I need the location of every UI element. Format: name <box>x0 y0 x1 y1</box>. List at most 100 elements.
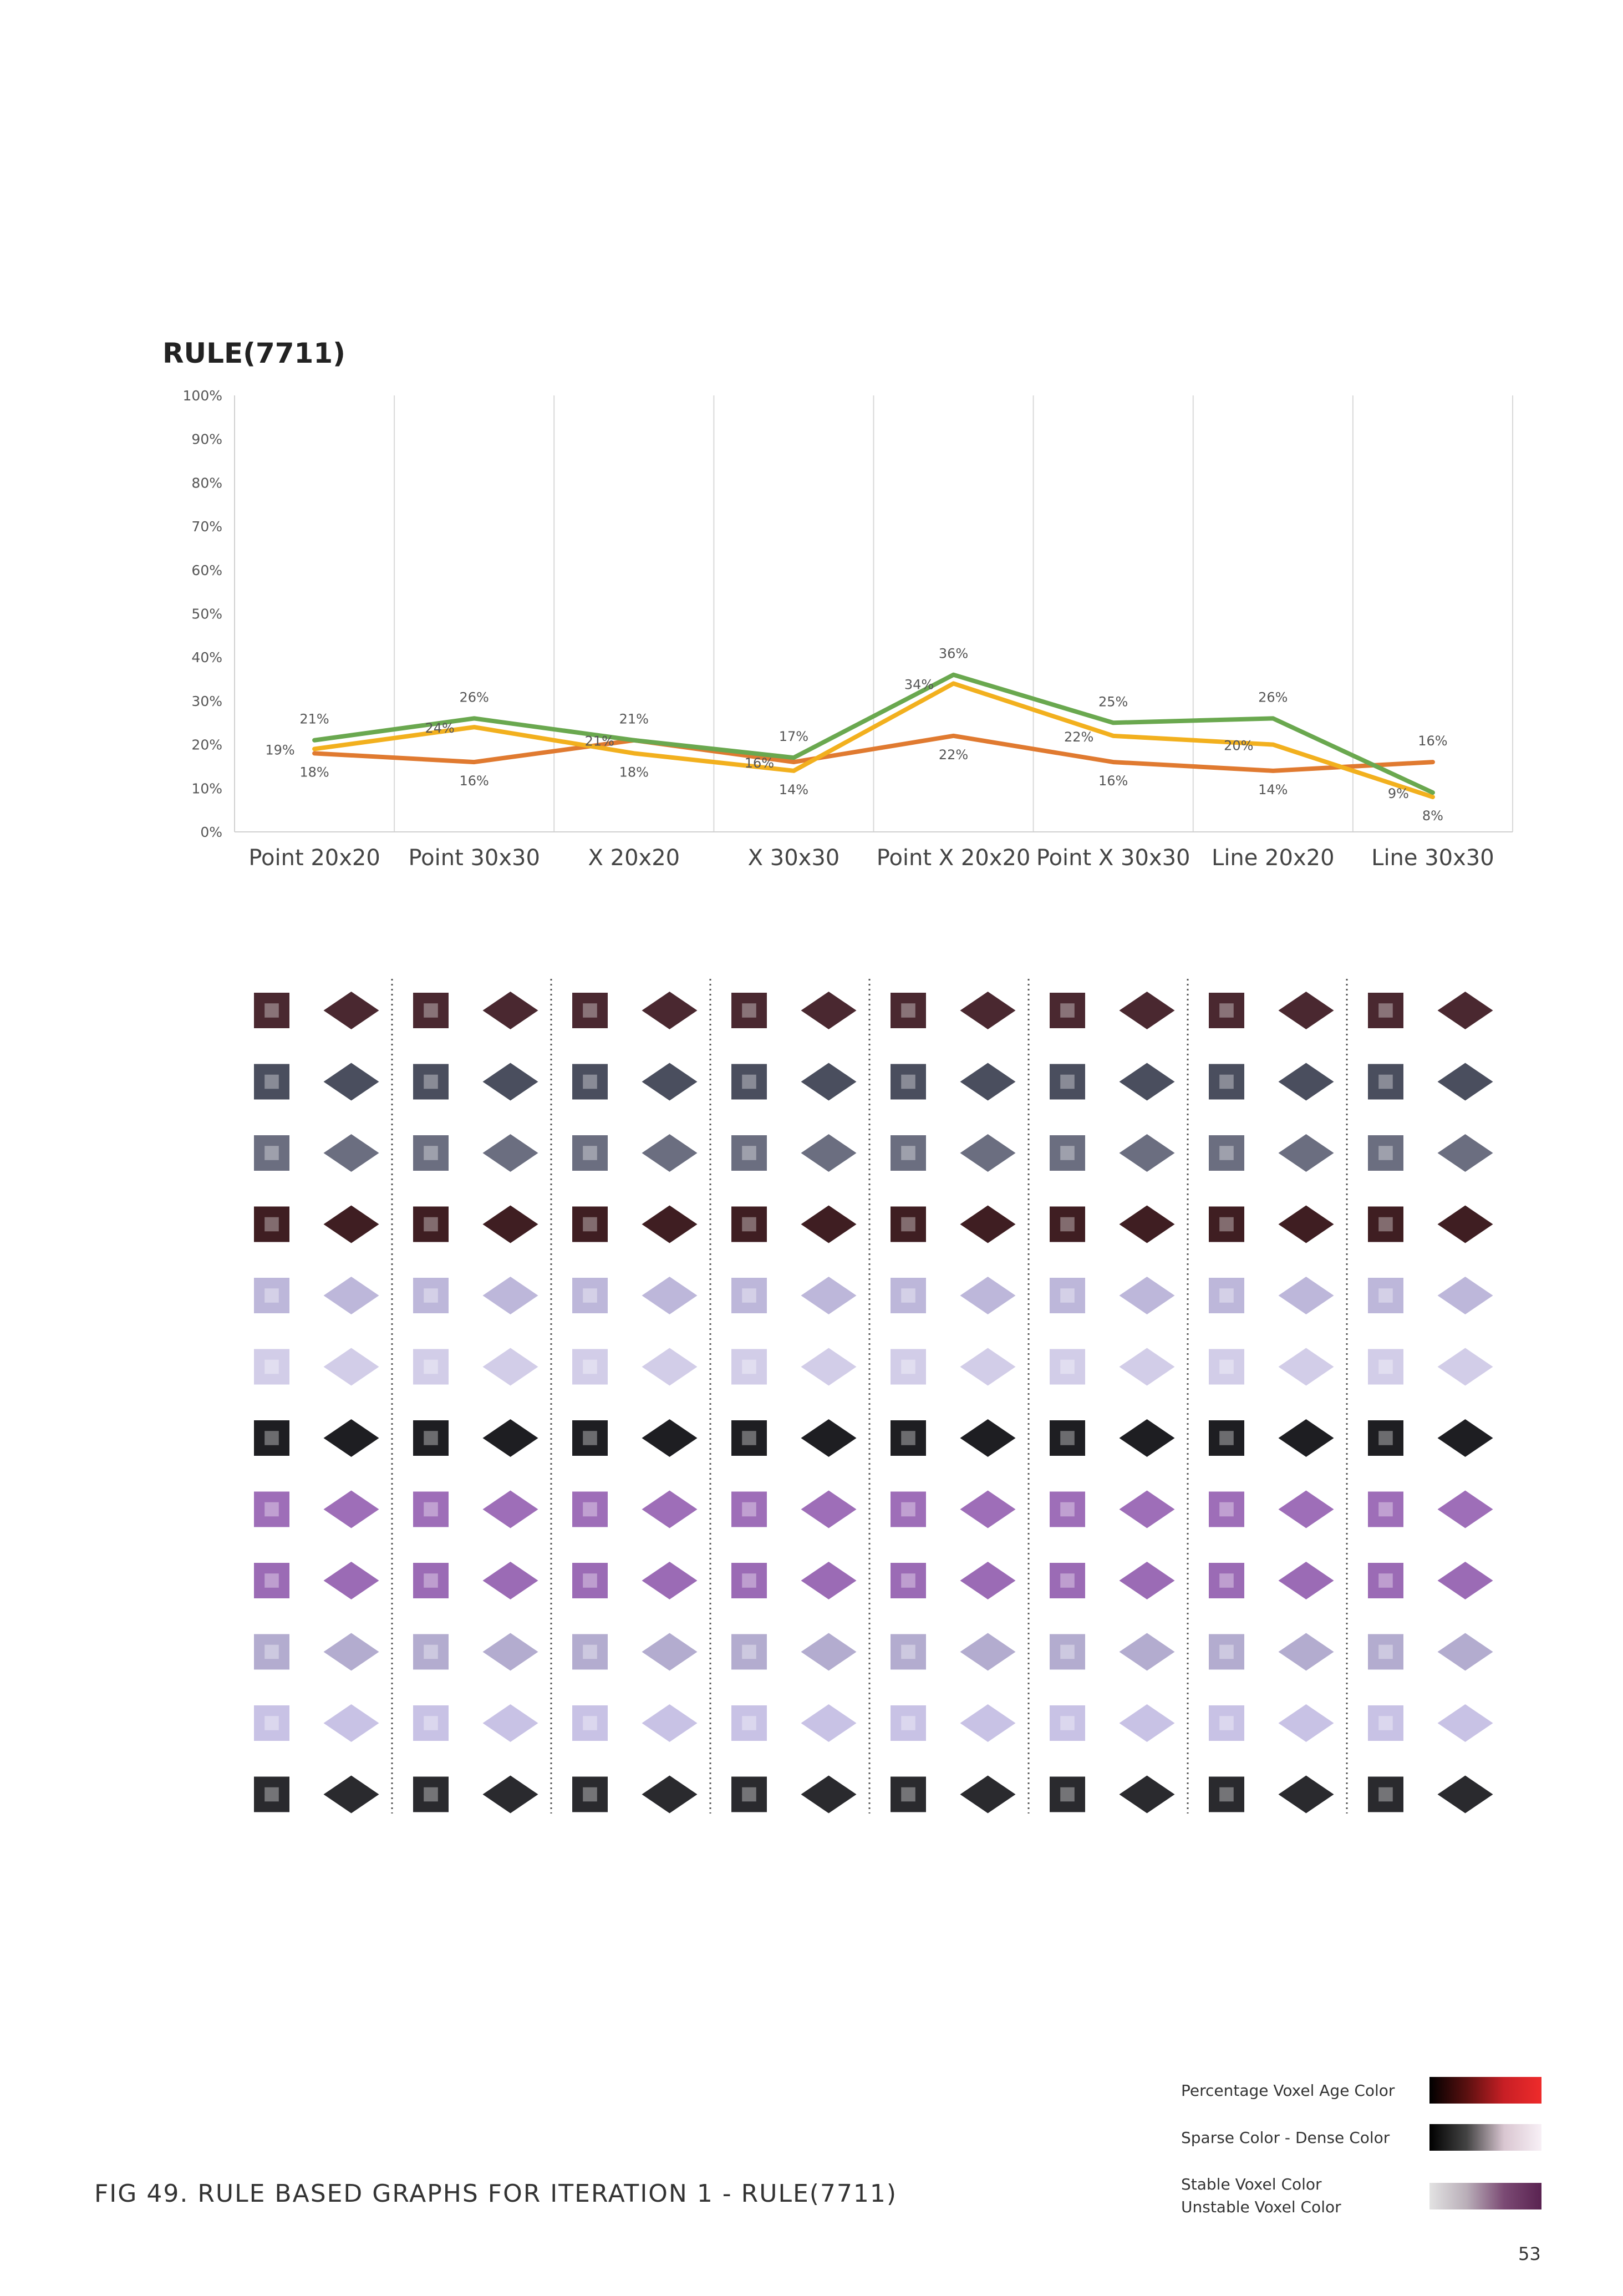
iso-tile <box>1278 1205 1334 1243</box>
iso-tile <box>1437 1134 1493 1172</box>
plan-tile <box>572 993 608 1028</box>
iso-tile <box>1437 992 1493 1029</box>
iso-tile <box>1437 1704 1493 1742</box>
plan-tile <box>1209 1206 1244 1242</box>
plan-tile <box>891 1634 926 1670</box>
iso-tile <box>960 1704 1016 1742</box>
plan-tile-core <box>1219 1217 1234 1232</box>
data-label: 8% <box>1422 808 1443 824</box>
plan-tile-core <box>424 1431 438 1445</box>
iso-tile <box>482 1633 538 1671</box>
plan-tile-core <box>1219 1573 1234 1588</box>
plan-tile-core <box>1219 1288 1234 1303</box>
plan-tile <box>891 1278 926 1313</box>
plan-tile <box>731 1634 767 1670</box>
plan-tile <box>1368 993 1403 1028</box>
plan-tile-core <box>264 1359 279 1374</box>
x-tick-label: Point 30x30 <box>408 845 540 871</box>
plan-tile <box>413 1491 449 1527</box>
iso-tile <box>1119 1562 1175 1599</box>
plan-tile-core <box>424 1288 438 1303</box>
iso-tile <box>1437 1775 1493 1814</box>
iso-tile <box>801 1348 857 1386</box>
plan-tile <box>1050 1705 1085 1741</box>
plan-tile-core <box>1060 1787 1075 1802</box>
iso-tile <box>1278 1490 1334 1528</box>
plan-tile-core <box>742 1502 756 1517</box>
plan-tile-core <box>1378 1644 1393 1659</box>
iso-tile <box>801 992 857 1029</box>
data-label: 36% <box>939 646 968 662</box>
iso-tile <box>1119 1348 1175 1386</box>
plan-tile <box>1368 1563 1403 1598</box>
iso-tile <box>801 1134 857 1172</box>
legend-label-sparse-dense: Sparse Color - Dense Color <box>1181 2129 1390 2147</box>
plan-tile <box>731 1064 767 1100</box>
iso-tile <box>323 1134 379 1172</box>
plan-tile <box>891 1705 926 1741</box>
plan-tile <box>891 1349 926 1385</box>
plan-tile-core <box>742 1359 756 1374</box>
data-label: 14% <box>1258 782 1288 797</box>
iso-tile <box>642 1490 698 1528</box>
data-label: 26% <box>1258 689 1288 705</box>
plan-tile <box>413 1278 449 1313</box>
plan-tile <box>254 1563 289 1598</box>
y-tick-label: 60% <box>191 562 222 578</box>
plan-tile-core <box>424 1003 438 1018</box>
plan-tile-core <box>742 1716 756 1730</box>
y-tick-label: 50% <box>191 606 222 622</box>
plan-tile-core <box>583 1644 597 1659</box>
plan-tile-core <box>1060 1146 1075 1160</box>
plan-tile <box>413 1064 449 1100</box>
data-label: 24% <box>425 720 455 736</box>
plan-tile-core <box>901 1716 915 1730</box>
plan-tile-core <box>1060 1573 1075 1588</box>
series-line <box>312 733 1435 773</box>
iso-tile <box>960 1775 1016 1814</box>
plan-tile <box>254 1064 289 1100</box>
x-tick-label: Point X 30x30 <box>1036 845 1190 871</box>
plan-tile-core <box>742 1644 756 1659</box>
iso-tile <box>642 1562 698 1599</box>
data-label: 16% <box>745 755 774 771</box>
plan-tile-core <box>424 1573 438 1588</box>
plan-tile-core <box>1378 1502 1393 1517</box>
iso-tile <box>482 1063 538 1101</box>
plan-tile-core <box>583 1502 597 1517</box>
iso-tile <box>482 1277 538 1314</box>
plan-tile <box>1050 1420 1085 1456</box>
iso-tile <box>1119 1134 1175 1172</box>
iso-tile <box>1119 1063 1175 1101</box>
iso-tile <box>1278 1419 1334 1457</box>
plan-tile <box>413 1563 449 1598</box>
plan-tile-core <box>424 1217 438 1232</box>
plan-tile-core <box>424 1716 438 1730</box>
plan-tile <box>254 1135 289 1171</box>
plan-tile <box>1368 1278 1403 1313</box>
iso-tile <box>482 1490 538 1528</box>
y-tick-label: 30% <box>191 693 222 709</box>
plan-tile-core <box>1378 1716 1393 1730</box>
data-label: 22% <box>1064 729 1093 745</box>
iso-tile <box>323 1490 379 1528</box>
iso-tile <box>1278 1633 1334 1671</box>
iso-tile <box>482 1419 538 1457</box>
plan-tile-core <box>901 1288 915 1303</box>
iso-tile <box>642 1134 698 1172</box>
plan-tile-core <box>1060 1502 1075 1517</box>
plan-tile-core <box>583 1573 597 1588</box>
plan-tile <box>572 1776 608 1812</box>
plan-tile <box>731 1776 767 1812</box>
plan-tile-core <box>1219 1716 1234 1730</box>
plan-tile-core <box>424 1074 438 1089</box>
plan-tile <box>1368 1634 1403 1670</box>
iso-tile <box>1437 1562 1493 1599</box>
plan-tile <box>731 1491 767 1527</box>
plan-tile <box>891 993 926 1028</box>
plan-tile-core <box>264 1787 279 1802</box>
data-label: 26% <box>460 689 489 705</box>
plan-tile <box>1209 1776 1244 1812</box>
iso-tile <box>801 1490 857 1528</box>
